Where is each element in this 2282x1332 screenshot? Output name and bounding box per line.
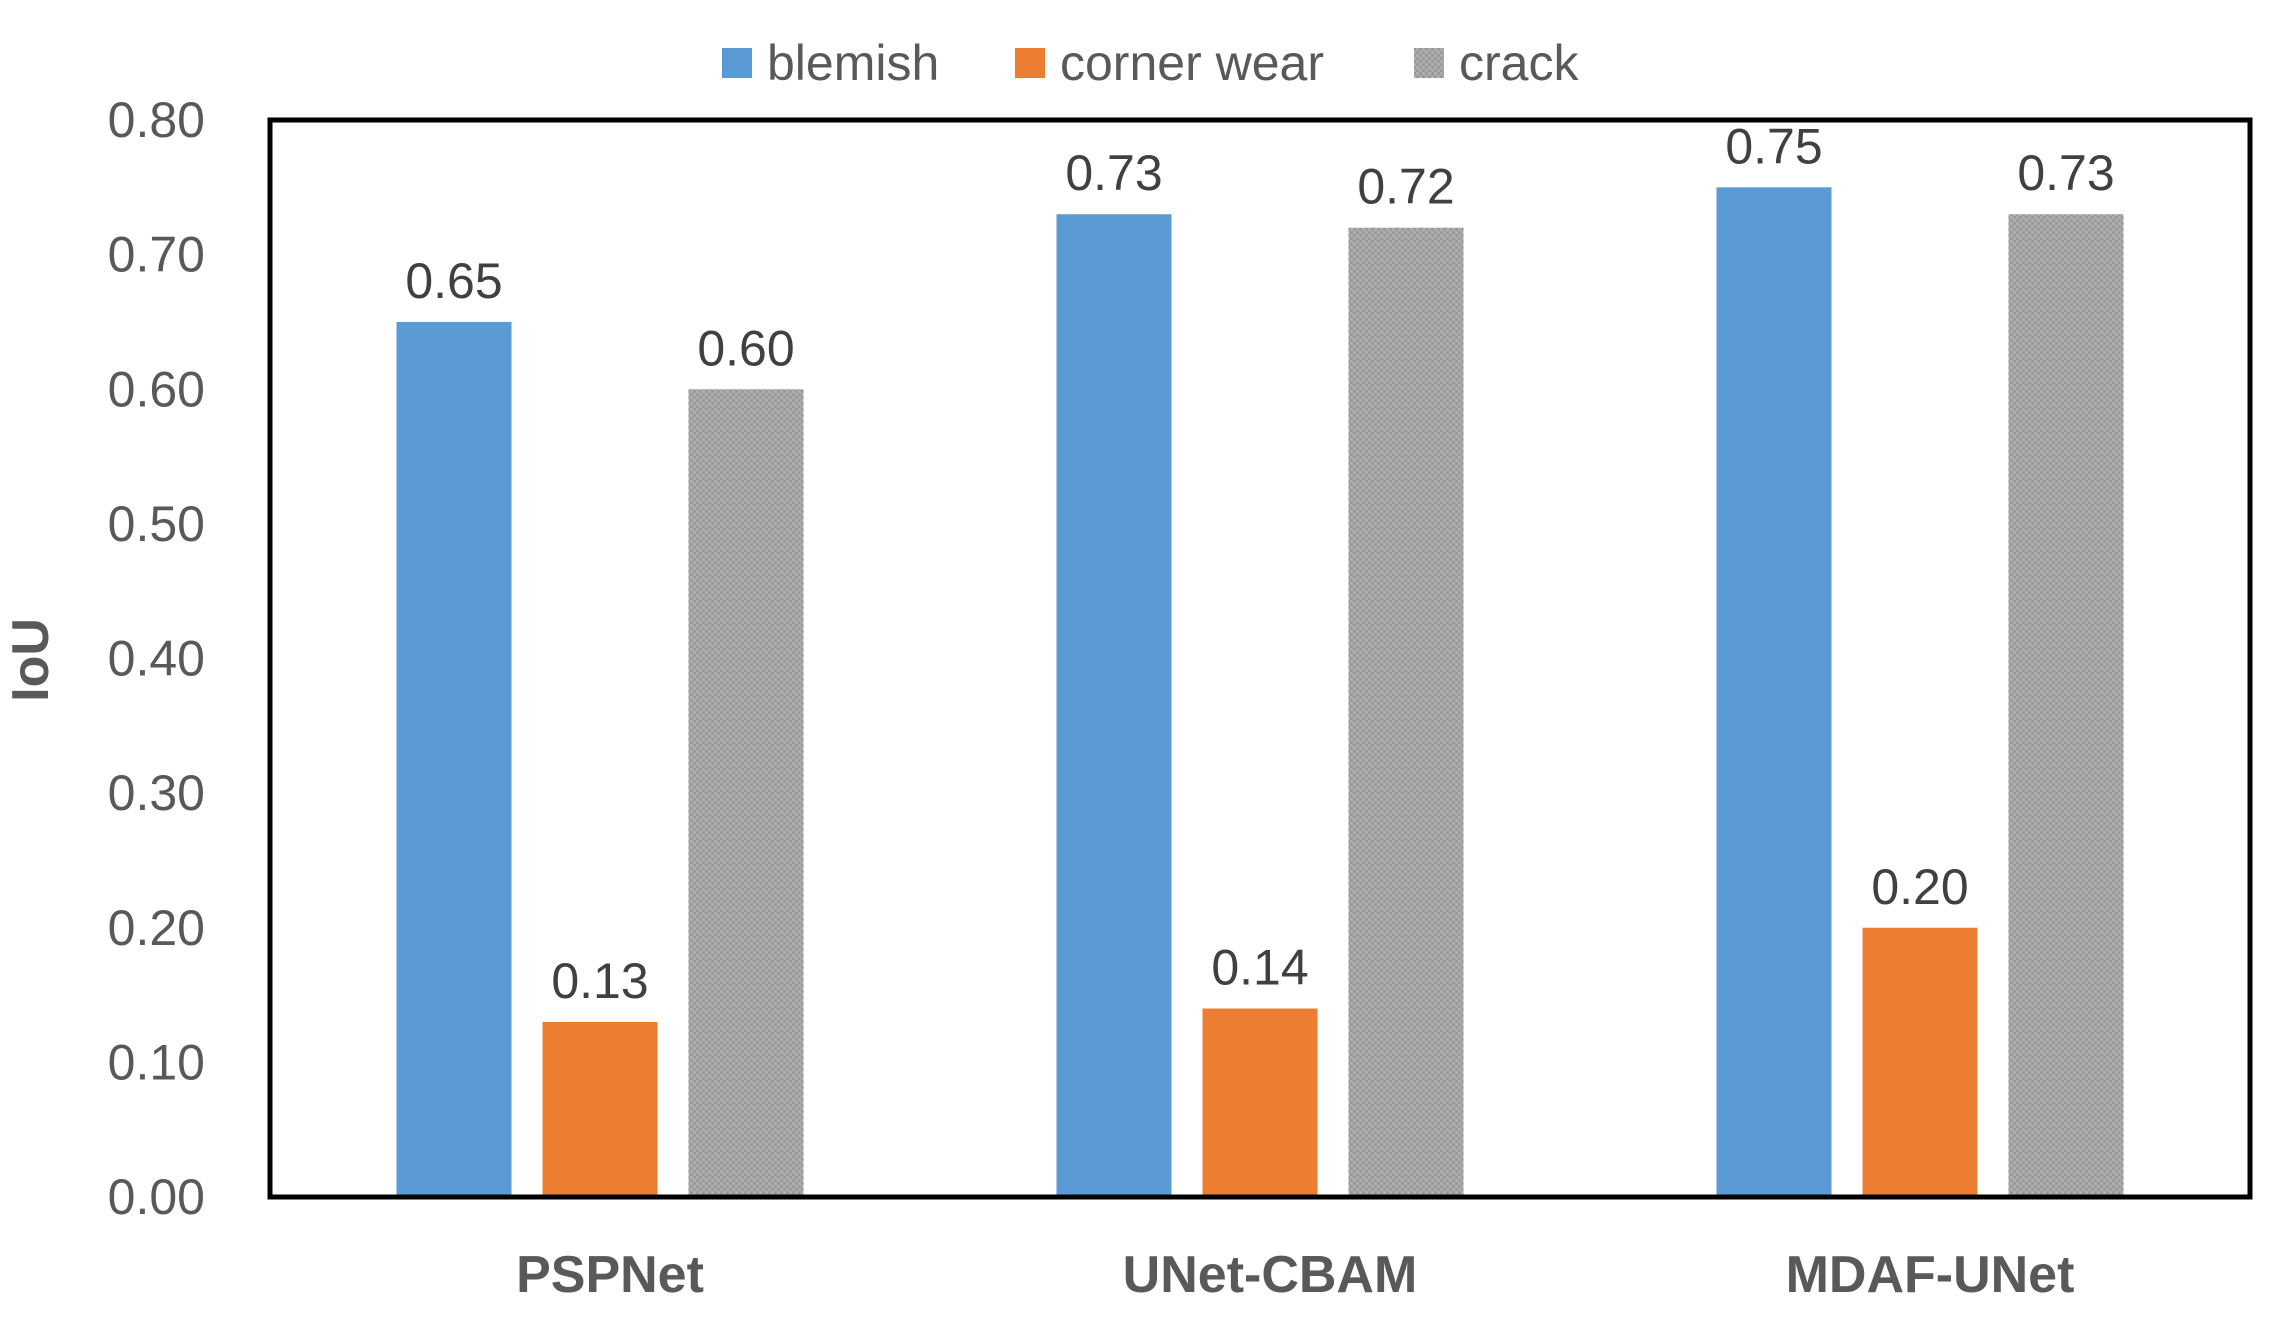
y-tick-label: 0.80 xyxy=(108,92,205,148)
y-tick-label: 0.10 xyxy=(108,1034,205,1090)
data-label: 0.65 xyxy=(405,253,502,309)
bar-blemish-unet-cbam xyxy=(1056,214,1172,1198)
data-label: 0.72 xyxy=(1357,159,1454,215)
data-label: 0.75 xyxy=(1725,118,1822,174)
bar-crack-mdaf-unet xyxy=(2008,214,2124,1198)
data-label: 0.73 xyxy=(2017,145,2114,201)
legend: blemish corner wear crack xyxy=(722,35,1579,91)
legend-label: blemish xyxy=(767,35,939,91)
bar-corner-wear-pspnet xyxy=(542,1021,658,1197)
x-axis-labels: PSPNet UNet-CBAM MDAF-UNet xyxy=(516,1246,2074,1304)
data-label: 0.20 xyxy=(1871,859,1968,915)
y-axis-title: IoU xyxy=(2,618,60,702)
bar-blemish-mdaf-unet xyxy=(1716,187,1832,1197)
data-label: 0.13 xyxy=(551,953,648,1009)
y-tick-label: 0.60 xyxy=(108,361,205,417)
y-tick-label: 0.40 xyxy=(108,631,205,687)
y-tick-label: 0.30 xyxy=(108,765,205,821)
data-labels: 0.65 0.13 0.60 0.73 0.14 0.72 0.75 0.20 0.73 xyxy=(405,118,2114,1009)
x-category-label: UNet-CBAM xyxy=(1123,1246,1418,1304)
plot-area-frame xyxy=(267,117,2253,1200)
bars xyxy=(396,187,2124,1198)
bar-crack-pspnet xyxy=(688,389,804,1197)
x-category-label: PSPNet xyxy=(516,1246,704,1304)
data-label: 0.60 xyxy=(697,320,794,376)
legend-label: corner wear xyxy=(1060,35,1324,91)
bar-corner-wear-unet-cbam xyxy=(1202,1008,1318,1197)
bar-corner-wear-mdaf-unet xyxy=(1862,927,1978,1197)
y-tick-label: 0.20 xyxy=(108,900,205,956)
y-tick-label: 0.70 xyxy=(108,227,205,283)
legend-swatch-crack xyxy=(1414,48,1444,78)
legend-swatch-corner-wear xyxy=(1015,48,1045,78)
data-label: 0.14 xyxy=(1211,940,1308,996)
legend-label: crack xyxy=(1459,35,1579,91)
y-tick-label: 0.00 xyxy=(108,1169,205,1225)
data-label: 0.73 xyxy=(1065,145,1162,201)
bar-blemish-pspnet xyxy=(396,321,512,1197)
y-tick-label: 0.50 xyxy=(108,496,205,552)
x-category-label: MDAF-UNet xyxy=(1786,1246,2075,1304)
y-axis-ticks: 0.00 0.10 0.20 0.30 0.40 0.50 0.60 0.70 0.80 xyxy=(108,92,205,1225)
legend-swatch-blemish xyxy=(722,48,752,78)
bar-crack-unet-cbam xyxy=(1348,227,1464,1197)
